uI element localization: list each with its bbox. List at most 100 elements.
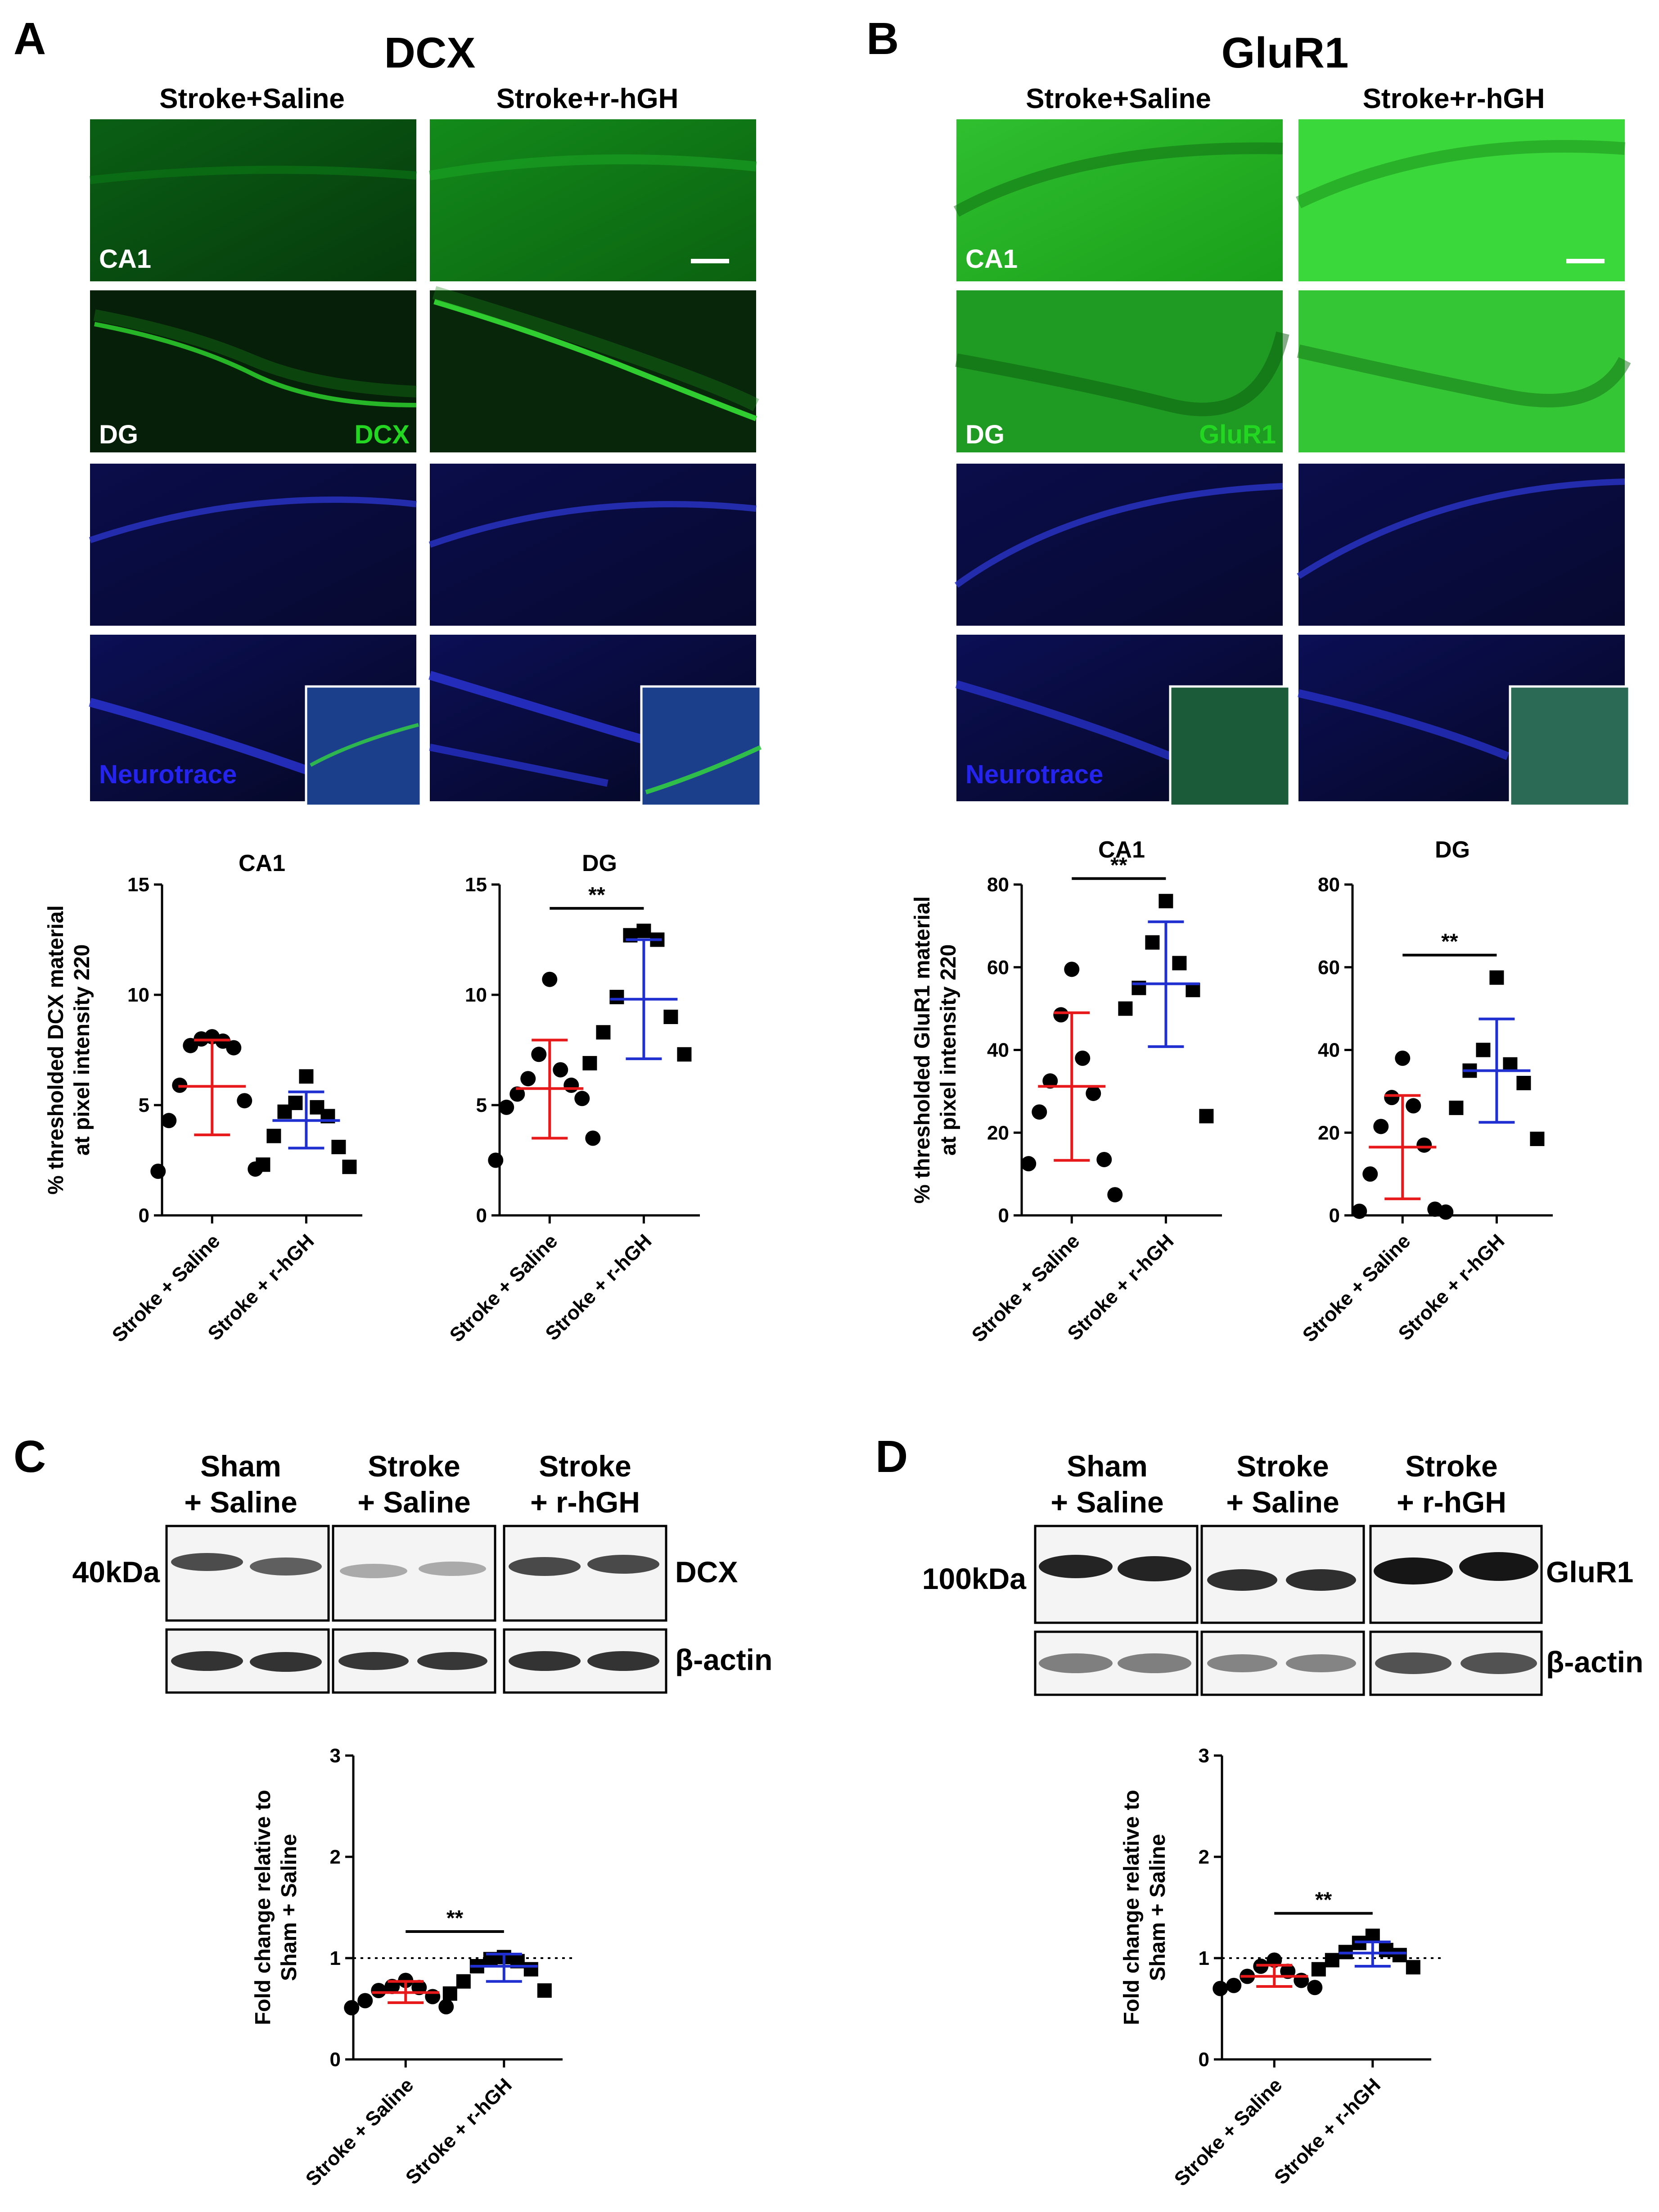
band-label-d-actin: β-actin (1546, 1645, 1643, 1679)
y-axis-label: at pixel intensity 220 (937, 944, 960, 1156)
significance-label: ** (588, 883, 605, 907)
data-point (456, 1974, 471, 1989)
inset-b-saline (1169, 685, 1291, 807)
y-tick-label: 0 (1329, 1205, 1340, 1227)
micrograph-b-dg-rhgh (1298, 290, 1625, 452)
chart-title: CA1 (239, 850, 285, 876)
y-tick-label: 2 (330, 1846, 341, 1868)
y-tick-label: 20 (987, 1122, 1009, 1144)
row-label-a-ca1: CA1 (99, 244, 151, 274)
y-tick-label: 5 (139, 1094, 149, 1116)
inset-a-saline (305, 685, 422, 807)
significance-label: ** (1110, 853, 1127, 877)
x-tick-label: Stroke + r-hGH (401, 2074, 516, 2189)
data-point (1145, 935, 1160, 950)
data-point (531, 1047, 547, 1062)
data-point (1325, 1953, 1339, 1968)
y-tick-label: 15 (465, 874, 487, 896)
group-label-c3-line1: Stroke (539, 1449, 631, 1483)
data-point (609, 989, 624, 1004)
data-point (520, 1071, 536, 1087)
y-tick-label: 0 (476, 1205, 487, 1227)
panel-a-micrographs: CA1 DG DCX Neurotrace (89, 119, 762, 807)
data-point (564, 1077, 579, 1093)
group-label-d2-line2: + Saline (1226, 1485, 1339, 1519)
row-label-b-neurotrace: Neurotrace (965, 760, 1103, 789)
data-point (1213, 1981, 1228, 1996)
scale-bar (691, 259, 729, 263)
panel-a-title: DCX (384, 29, 476, 77)
y-tick-label: 0 (139, 1205, 149, 1227)
y-tick-label: 40 (987, 1039, 1009, 1061)
row-label-a-dg: DG (99, 420, 138, 449)
panel-b-micrographs: CA1 DG GluR1 Neurotrace (953, 119, 1631, 807)
data-point (1042, 1073, 1058, 1089)
inset-b-rhgh (1509, 685, 1631, 807)
data-point (1406, 1960, 1420, 1975)
y-tick-label: 60 (1318, 957, 1340, 979)
data-point (537, 1983, 552, 1998)
data-point (1021, 1156, 1037, 1172)
data-point (1199, 1109, 1214, 1124)
group-label-c1-line1: Sham (200, 1449, 281, 1483)
y-tick-label: 3 (1199, 1745, 1209, 1767)
y-axis-label: Sham + Saline (277, 1834, 301, 1981)
mw-label-d: 100kDa (922, 1562, 1027, 1595)
group-label-d3-line2: + r-hGH (1397, 1485, 1506, 1519)
data-point (585, 1130, 601, 1146)
y-axis-label: % thresholded GluR1 material (911, 896, 934, 1204)
marker-label-a: DCX (355, 420, 410, 449)
y-tick-label: 15 (127, 874, 149, 896)
micrograph-a-dg-saline (90, 290, 416, 452)
data-point (1416, 1137, 1432, 1153)
chart-title: DG (582, 850, 617, 876)
y-tick-label: 0 (998, 1205, 1009, 1227)
data-point (1395, 1050, 1411, 1066)
y-tick-label: 5 (476, 1094, 487, 1116)
group-label-c2-line1: Stroke (368, 1449, 460, 1483)
data-point (509, 1086, 525, 1102)
micrograph-a-nt-saline (90, 464, 416, 626)
data-point (663, 1010, 678, 1024)
panel-letter-d: D (875, 1431, 908, 1482)
y-tick-label: 40 (1318, 1039, 1340, 1061)
y-tick-label: 0 (330, 2049, 341, 2071)
y-tick-label: 60 (987, 957, 1009, 979)
data-point (1449, 1101, 1464, 1115)
data-point (1379, 1943, 1393, 1957)
data-point (596, 1025, 611, 1040)
data-point (342, 1160, 357, 1174)
data-point (1107, 1187, 1123, 1203)
panel-letter-b: B (866, 14, 899, 64)
data-point (183, 1038, 198, 1053)
data-point (150, 1164, 166, 1179)
panel-d-blot: Sham + Saline Stroke + Saline Stroke + r… (922, 1449, 1643, 1696)
data-point (1489, 970, 1504, 985)
y-tick-label: 80 (987, 874, 1009, 896)
micrograph-b-nt-rhgh (1298, 464, 1625, 626)
data-point (542, 971, 558, 987)
y-axis-label: Fold change relative to (251, 1790, 275, 2025)
data-point (574, 1091, 590, 1106)
group-label-c2-line2: + Saline (357, 1485, 470, 1519)
data-point (1516, 1076, 1531, 1090)
data-point (1530, 1132, 1545, 1147)
data-point (1075, 1050, 1091, 1066)
data-point (1307, 1980, 1323, 1995)
significance-label: ** (1441, 930, 1458, 954)
significance-label: ** (446, 1906, 464, 1930)
data-point (553, 1062, 568, 1078)
y-tick-label: 1 (330, 1947, 341, 1969)
marker-label-b: GluR1 (1199, 420, 1276, 449)
data-point (499, 1099, 514, 1115)
data-point (1226, 1977, 1242, 1993)
group-label-c3-line2: + r-hGH (530, 1485, 640, 1519)
y-tick-label: 1 (1199, 1947, 1209, 1969)
panel-c-blot: Sham + Saline Stroke + Saline Stroke + r… (72, 1449, 772, 1694)
data-point (1311, 1962, 1326, 1977)
data-point (677, 1047, 692, 1062)
data-point (237, 1093, 252, 1109)
